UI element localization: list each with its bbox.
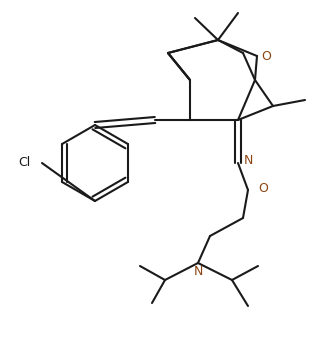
Text: N: N: [244, 155, 253, 167]
Text: Cl: Cl: [18, 157, 30, 169]
Text: N: N: [193, 265, 203, 278]
Text: O: O: [258, 182, 268, 195]
Text: O: O: [261, 49, 271, 63]
